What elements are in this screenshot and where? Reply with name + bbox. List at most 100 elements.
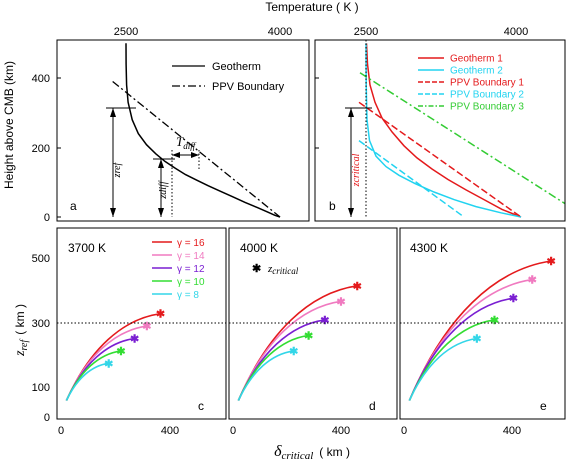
panel-b-legend-label: Geotherm 1	[450, 54, 503, 65]
panel-a-zref-label: zref	[112, 161, 123, 178]
panel-b-series-2	[365, 43, 522, 218]
panel-e-critical-marker: ✱	[528, 275, 537, 287]
panel-d-x-tick: 400	[332, 425, 350, 437]
panel-a-ppv-boundary	[112, 80, 281, 218]
panel-b-frame	[314, 39, 566, 222]
bottom-x-label-sub: critical	[282, 450, 314, 459]
panel-e: ✱ ✱ ✱ ✱ ✱ 4300 K e 0 400	[399, 227, 566, 437]
panel-e-critical-marker: ✱	[490, 315, 499, 327]
panel-e-critical-marker: ✱	[547, 256, 556, 268]
panel-a-geotherm	[125, 43, 281, 218]
panel-a-letter: a	[70, 199, 77, 213]
panel-a-x-tick: 2500	[114, 26, 138, 38]
panel-b-series-4	[358, 139, 465, 218]
panel-a-zref-arrowhead-bottom	[110, 208, 116, 217]
bottom-y-tick: 100	[32, 382, 50, 394]
panel-d-frame	[228, 227, 398, 420]
panel-d-critical-marker: ✱	[353, 281, 362, 293]
panel-a-zdiff-label: zdiff	[158, 180, 169, 199]
panel-a-legend-geotherm: Geotherm	[212, 61, 261, 73]
panel-e-curves: ✱ ✱ ✱ ✱ ✱	[408, 256, 556, 401]
marker-legend-sub: critical	[272, 266, 298, 276]
panel-b-zcritical-arrowhead-top	[348, 108, 354, 117]
bottom-y-label-symbol: z	[13, 350, 28, 357]
panel-c-letter: c	[198, 399, 204, 413]
panel-a-frame	[56, 39, 310, 222]
panel-b-series	[358, 43, 565, 218]
panel-b-series-3	[358, 101, 522, 218]
panel-c-x-tick: 400	[161, 425, 179, 437]
bottom-y-label: zref ( km )	[13, 304, 30, 357]
panel-c-critical-marker: ✱	[130, 334, 139, 346]
panel-a-zdiff-arrowhead-bottom	[158, 208, 164, 217]
panel-e-critical-marker: ✱	[472, 334, 481, 346]
panel-d-x-tick: 0	[230, 425, 236, 437]
panel-c: ✱✱✱✱✱ 3700 K c 0 400 γ = 16γ = 14γ = 12γ…	[56, 227, 227, 437]
panel-a-y-tick: 0	[44, 212, 50, 224]
gamma-legend-label: γ = 14	[177, 251, 205, 262]
panel-b-legend-label: PPV Boundary 2	[450, 90, 524, 101]
panel-a-tdiff-label: Tdiff	[176, 134, 197, 151]
panel-a-y-tick: 200	[32, 143, 50, 155]
panel-d-letter: d	[369, 399, 376, 413]
marker-legend-symbol: ✱	[252, 263, 261, 275]
panel-e-letter: e	[540, 399, 547, 413]
panel-e-curve	[408, 337, 478, 401]
panel-e-x-tick: 400	[503, 425, 521, 437]
panel-d-curve	[237, 350, 294, 401]
panel-a-tdiff-symbol: T	[176, 134, 184, 149]
panel-c-title: 3700 K	[68, 241, 106, 255]
panel-c-frame	[56, 227, 227, 420]
panel-c-curves: ✱✱✱✱✱	[65, 309, 165, 401]
top-x-label: Temperature ( K )	[265, 0, 358, 14]
marker-legend-z: z	[267, 263, 273, 275]
marker-legend-label: zcritical	[267, 263, 299, 276]
gamma-legend-label: γ = 12	[177, 264, 205, 275]
bottom-y-tick: 300	[32, 318, 50, 330]
panel-a-tdiff-arrowhead-left	[172, 152, 180, 158]
bottom-y-tick: 0	[44, 412, 50, 424]
top-y-label: Height above CMB (km)	[2, 61, 16, 189]
bottom-y-axis: 0 100 300 500	[32, 253, 50, 424]
panel-d-critical-marker: ✱	[289, 346, 298, 358]
panel-a-geotherm-line	[125, 43, 281, 218]
panel-a-legend-ppv: PPV Boundary	[212, 81, 285, 93]
gamma-legend-label: γ = 10	[177, 277, 205, 288]
panel-b-letter: b	[329, 199, 336, 213]
bottom-y-label-unit: ( km )	[13, 304, 27, 335]
panel-e-x-tick: 0	[401, 425, 407, 437]
panel-a-tdiff-arrowhead-right	[191, 152, 199, 158]
gamma-legend-label: γ = 16	[177, 238, 205, 249]
panel-b-zcritical-arrowhead-bottom	[348, 208, 354, 217]
panel-d-critical-marker: ✱	[336, 296, 345, 308]
panel-b-zcritical-label: zcritical	[351, 153, 362, 187]
panel-a: 2500 4000 0 200 400 Geotherm PPV Boundar…	[32, 26, 310, 224]
panel-b-series-5	[359, 72, 565, 205]
bottom-y-label-sub: ref	[19, 339, 30, 351]
panel-c-critical-marker: ✱	[142, 321, 151, 333]
panel-d-critical-marker: ✱	[320, 315, 329, 327]
panel-e-critical-marker: ✱	[509, 293, 518, 305]
panel-b-legend-label: Geotherm 2	[450, 66, 503, 77]
gamma-legend-label: γ = 8	[177, 290, 199, 301]
panel-b-series-1	[365, 43, 522, 218]
bottom-x-label-unit: ( km )	[319, 445, 350, 459]
panel-a-tdiff-sub: diff	[183, 141, 197, 151]
panel-b-x-tick: 2500	[354, 26, 378, 38]
panel-c-x-tick: 0	[58, 425, 64, 437]
panel-a-x-tick: 4000	[268, 26, 292, 38]
panel-b-legend-label: PPV Boundary 3	[450, 102, 524, 113]
panel-c-critical-marker: ✱	[104, 358, 113, 370]
panel-a-zref-arrowhead-top	[110, 108, 116, 117]
panel-b-x-tick: 4000	[504, 26, 528, 38]
bottom-x-label-symbol: δ	[274, 443, 282, 459]
bottom-y-tick: 500	[32, 253, 50, 265]
panel-c-critical-marker: ✱	[116, 346, 125, 358]
panel-b-legend-label: PPV Boundary 1	[450, 78, 524, 89]
panel-e-title: 4300 K	[410, 241, 448, 255]
bottom-x-label: δcritical ( km )	[274, 443, 350, 459]
panel-c-critical-marker: ✱	[156, 309, 165, 321]
